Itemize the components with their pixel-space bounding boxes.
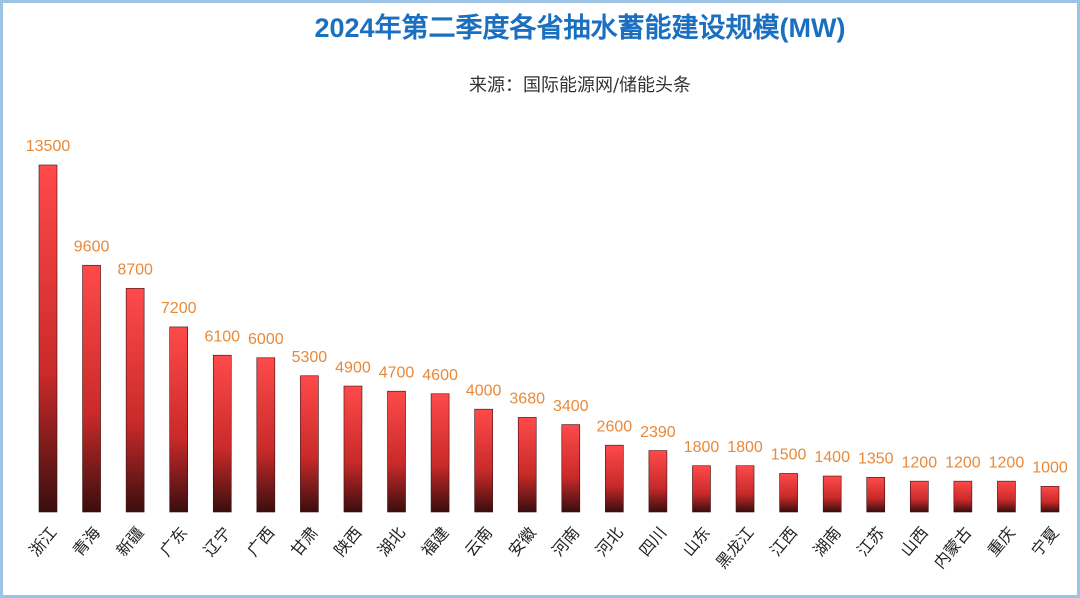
bar — [169, 326, 188, 513]
value-label: 1800 — [684, 439, 720, 456]
bar — [517, 417, 537, 513]
bar — [605, 444, 624, 513]
value-label: 1000 — [1032, 460, 1068, 477]
value-label: 4700 — [379, 364, 415, 381]
value-label: 1350 — [858, 451, 894, 468]
bar — [779, 473, 798, 513]
bar — [474, 408, 493, 513]
chart-subtitle: 来源：国际能源网/储能头条 — [469, 75, 691, 96]
bar — [910, 480, 929, 513]
value-label: 1200 — [902, 454, 938, 471]
bar — [125, 288, 145, 513]
bar — [430, 393, 450, 513]
value-label: 4600 — [422, 367, 458, 384]
bar — [822, 475, 842, 513]
bar — [735, 465, 755, 513]
bar — [997, 480, 1016, 513]
bar — [256, 357, 276, 513]
chart-title: 2024年第二季度各省抽水蓄能建设规模(MW) — [314, 12, 845, 43]
value-label: 6100 — [204, 328, 240, 345]
value-label: 4900 — [335, 359, 371, 376]
value-label: 6000 — [248, 331, 284, 348]
value-label: 2390 — [640, 424, 676, 441]
value-label: 13500 — [26, 138, 71, 155]
bar — [387, 390, 406, 513]
value-label: 2600 — [597, 418, 633, 435]
bar — [692, 465, 711, 513]
value-label: 3680 — [509, 391, 545, 408]
value-label: 3400 — [553, 398, 589, 415]
bar — [1040, 485, 1060, 513]
bar — [866, 476, 886, 513]
bar — [38, 164, 58, 513]
bar — [82, 264, 101, 513]
value-label: 1500 — [771, 447, 807, 464]
value-label: 5300 — [292, 349, 328, 366]
bar — [953, 480, 973, 513]
value-label: 8700 — [117, 262, 153, 279]
value-label: 1200 — [945, 454, 981, 471]
value-label: 4000 — [466, 382, 502, 399]
bar — [561, 424, 581, 513]
value-label: 1800 — [727, 439, 763, 456]
bar — [648, 450, 668, 513]
value-label: 1400 — [814, 449, 850, 466]
bar — [212, 354, 232, 513]
value-label: 1200 — [989, 454, 1025, 471]
bar — [300, 375, 319, 513]
value-label: 9600 — [74, 238, 110, 255]
bar — [343, 385, 363, 513]
value-label: 7200 — [161, 300, 197, 317]
